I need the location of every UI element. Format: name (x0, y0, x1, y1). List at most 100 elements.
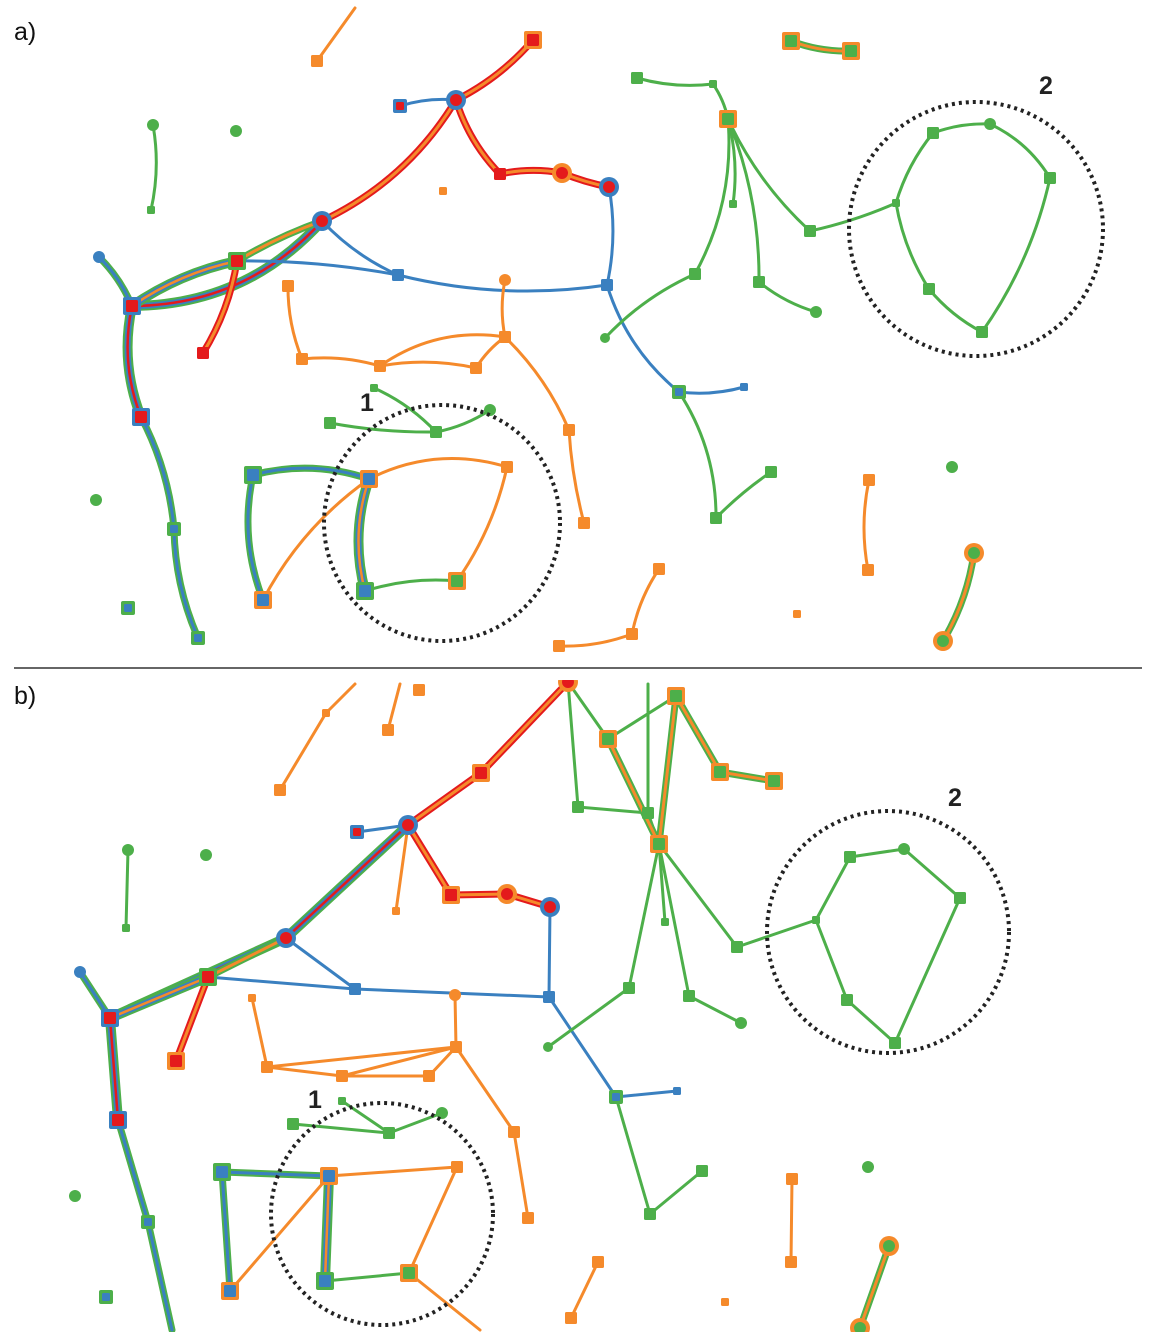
edge-o (557, 632, 634, 648)
edge-o (300, 356, 382, 368)
edge-o (201, 259, 239, 355)
node-square (765, 466, 777, 478)
node-square (470, 362, 482, 374)
node-circle (854, 1322, 866, 1332)
node-square (653, 563, 665, 575)
node-square (450, 1041, 462, 1053)
edge-o (174, 975, 210, 1063)
node-circle (544, 901, 556, 913)
edge-b (206, 975, 357, 991)
edge-o (503, 335, 571, 432)
edge-o (265, 1065, 344, 1078)
edge-r (284, 823, 410, 940)
node-square (626, 628, 638, 640)
node-square (721, 1298, 729, 1306)
edge-b (146, 1220, 174, 1332)
panel-b: 12 (69, 680, 1011, 1332)
nodes (69, 680, 966, 1332)
edge-g (693, 117, 731, 276)
node-square (793, 610, 801, 618)
edge-g (657, 842, 691, 998)
node-square (247, 469, 259, 481)
node-square (601, 279, 613, 291)
edge-g (328, 421, 438, 434)
edge-g (603, 272, 697, 340)
highlight-circle-2 (847, 100, 1105, 358)
node-square (287, 1118, 299, 1130)
node-square (653, 838, 665, 850)
edge-b (251, 466, 371, 481)
node-square (675, 388, 683, 396)
node-square (274, 784, 286, 796)
node-square (319, 1275, 331, 1287)
panel-label-b: b) (14, 682, 36, 710)
node-circle (968, 547, 980, 559)
node-square (403, 1267, 415, 1279)
node-circle (69, 1190, 81, 1202)
edge-g (124, 848, 130, 930)
node-circle (122, 844, 134, 856)
node-circle (402, 819, 414, 831)
edge-g (726, 117, 812, 233)
edge-o (479, 680, 570, 775)
edge-o (567, 428, 586, 525)
edge-o (862, 478, 871, 572)
node-square (202, 971, 214, 983)
edge-b (605, 283, 681, 394)
node-square (892, 199, 900, 207)
node-square (430, 426, 442, 438)
node-square (923, 283, 935, 295)
edge-g (735, 918, 818, 949)
edge-g (657, 842, 739, 949)
node-square (363, 473, 375, 485)
edge-o (406, 771, 483, 827)
node-square (499, 331, 511, 343)
node-square (124, 604, 132, 612)
node-square (413, 684, 425, 696)
edge-b (116, 1118, 150, 1224)
node-square (323, 1170, 335, 1182)
edge-g (845, 998, 897, 1045)
edge-o (278, 711, 328, 792)
node-circle (810, 306, 822, 318)
node-square (248, 994, 256, 1002)
edge-b (547, 995, 618, 1099)
node-circle (600, 333, 610, 343)
edge-g (648, 1169, 704, 1216)
node-circle (484, 404, 496, 416)
highlight-circle-1 (269, 1101, 495, 1327)
node-square (670, 690, 682, 702)
edge-o (340, 1045, 458, 1078)
node-circle (436, 1107, 448, 1119)
edge-g (566, 680, 610, 741)
edge-g (927, 287, 984, 334)
node-square (661, 918, 669, 926)
node-square (382, 724, 394, 736)
edge-o (453, 993, 458, 1049)
edge-b (284, 936, 357, 991)
panel-a: 12 (90, 6, 1105, 652)
node-square (785, 35, 797, 47)
edge-g (149, 123, 158, 212)
edge-b (547, 905, 552, 999)
node-circle (937, 635, 949, 647)
edge-r (130, 219, 324, 308)
node-square (122, 924, 130, 932)
node-square (845, 45, 857, 57)
node-circle (543, 1042, 553, 1052)
edge-o (367, 457, 509, 481)
node-circle (74, 966, 86, 978)
node-square (572, 801, 584, 813)
node-square (753, 276, 765, 288)
edge-g (726, 117, 761, 284)
edge-g (170, 525, 202, 642)
edge-o (315, 6, 357, 63)
edge-o (108, 975, 210, 1020)
node-square (785, 1256, 797, 1268)
node-circle (280, 932, 292, 944)
highlight-circle-1-label: 1 (360, 389, 374, 417)
node-circle (200, 849, 212, 861)
edge-o (455, 465, 509, 583)
node-square (623, 982, 635, 994)
